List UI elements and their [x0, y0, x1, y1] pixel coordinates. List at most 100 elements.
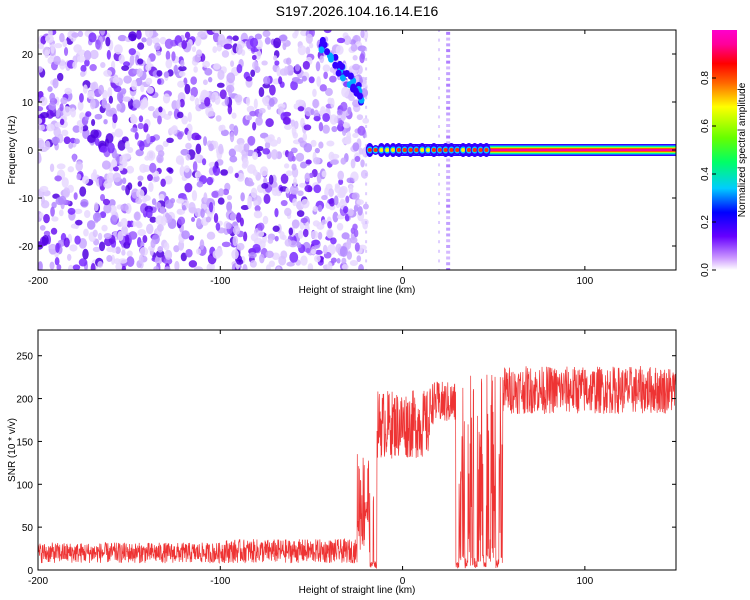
- spectrogram-cell: [164, 38, 174, 50]
- spectrogram-faint-cell: [365, 163, 368, 167]
- spectrogram-faint-cell: [365, 249, 368, 253]
- spectrogram-cell: [138, 254, 144, 265]
- spectrogram-cell: [99, 145, 108, 153]
- spectrogram-spike-cell: [446, 187, 451, 191]
- spectrogram-cell: [103, 69, 113, 77]
- spectrogram-cell: [121, 88, 127, 95]
- spectrogram-cell: [245, 96, 251, 106]
- spectrogram-cell: [294, 120, 299, 130]
- spectrogram-cell: [72, 125, 81, 133]
- spectrogram-cell: [70, 223, 78, 229]
- spectrogram-faint-cell: [438, 221, 441, 224]
- colorbar-label: Normalized spectral amplitude: [737, 82, 748, 217]
- spectrogram-x-tick-label: 0: [400, 276, 406, 287]
- spectrogram-cell: [196, 49, 203, 58]
- spectrogram-cell: [233, 125, 239, 136]
- spectrogram-spike-cell: [446, 256, 451, 260]
- spectrogram-cell: [258, 87, 265, 98]
- spectrogram-cell: [44, 140, 51, 151]
- spectrogram-cell: [190, 86, 198, 98]
- spectrogram-cell: [294, 30, 299, 37]
- spectrogram-cell: [113, 44, 123, 55]
- spectrogram-faint-cell: [438, 259, 441, 263]
- spectrogram-cell: [290, 147, 298, 154]
- spectrogram-cell: [180, 252, 187, 262]
- spectrogram-cell: [234, 172, 239, 178]
- spectrogram-cell: [164, 175, 173, 185]
- spectrogram-spike-cell: [446, 210, 451, 214]
- spectrogram-cell: [39, 96, 48, 107]
- spectrogram-cell: [323, 30, 332, 34]
- spectrogram-spike-cell: [446, 37, 451, 41]
- spectrogram-cell: [322, 244, 328, 255]
- spectrogram-cell: [332, 211, 339, 223]
- spectrogram-cell: [153, 266, 160, 270]
- spectrogram-cell: [197, 31, 206, 38]
- spectrogram-cell: [278, 76, 283, 85]
- spectrogram-carrier-blob: [443, 148, 448, 152]
- spectrogram-spike-cell: [446, 83, 451, 87]
- spectrogram-cell: [90, 263, 96, 270]
- spectrogram-cell: [252, 151, 259, 160]
- spectrogram-cell: [323, 71, 328, 80]
- spectrogram-cell: [307, 263, 314, 270]
- colorbar-tick-label: 0.6: [700, 119, 711, 133]
- spectrogram-cell: [250, 69, 256, 77]
- spectrogram-cell: [283, 163, 290, 169]
- spectrogram-cell: [301, 75, 307, 82]
- spectrogram-cell: [112, 77, 120, 84]
- spectrogram-cell: [336, 258, 341, 264]
- spectrogram-cell: [268, 260, 276, 268]
- spectrogram-cell: [115, 246, 121, 254]
- spectrogram-cell: [136, 68, 143, 78]
- spectrogram-cell: [295, 152, 305, 162]
- spectrogram-carrier-blob: [402, 148, 407, 152]
- spectrogram-cell: [53, 127, 62, 137]
- spectrogram-faint-cell: [365, 67, 368, 71]
- spectrogram-carrier-blob: [461, 148, 466, 152]
- spectrogram-cell: [99, 30, 106, 36]
- spectrogram-cell: [352, 63, 360, 71]
- spectrogram-cell: [206, 263, 213, 270]
- spectrogram-cell: [113, 85, 122, 93]
- spectrogram-cell: [166, 137, 174, 143]
- spectrogram-carrier-blob: [420, 148, 425, 152]
- spectrogram-cell: [187, 130, 192, 141]
- spectrogram-cell: [299, 182, 306, 188]
- spectrogram-cell: [55, 109, 60, 118]
- snr-y-tick-label: 50: [22, 523, 34, 534]
- spectrogram-cell: [137, 122, 144, 130]
- spectrogram-y-tick-label: -10: [19, 194, 34, 205]
- spectrogram-cell: [315, 61, 321, 72]
- spectrogram-cell: [203, 192, 208, 204]
- spectrogram-cell: [147, 105, 155, 112]
- snr-panel: -200 -100 0 100 0 50 100 150 200 250 Height of s…: [7, 329, 677, 596]
- spectrogram-cell: [117, 230, 124, 242]
- spectrogram-cell: [92, 212, 102, 222]
- spectrogram-cell: [48, 102, 57, 111]
- spectrogram-cell: [283, 124, 293, 130]
- spectrogram-cell: [67, 264, 74, 270]
- spectrogram-cell: [310, 108, 315, 116]
- spectrogram-cell: [62, 106, 72, 117]
- spectrogram-cell: [245, 76, 253, 82]
- spectrogram-cell: [195, 143, 202, 155]
- spectrogram-cell: [131, 79, 138, 91]
- spectrogram-cell: [183, 165, 190, 173]
- spectrogram-cell: [106, 49, 111, 60]
- spectrogram-cell: [167, 167, 174, 174]
- snr-y-ticks: 0 50 100 150 200 250: [16, 352, 676, 577]
- spectrogram-cell: [38, 118, 43, 124]
- spectrogram-cell: [223, 38, 233, 45]
- spectrogram-cell: [275, 190, 282, 197]
- spectrogram-cell: [152, 37, 160, 45]
- spectrogram-cell: [148, 135, 156, 143]
- spectrogram-cell: [114, 128, 124, 138]
- spectrogram-cell: [329, 159, 339, 165]
- spectrogram-cell: [212, 165, 218, 173]
- spectrogram-cell: [292, 132, 299, 139]
- spectrogram-cell: [285, 170, 293, 177]
- spectrogram-cell: [191, 190, 198, 202]
- spectrogram-cell: [89, 64, 97, 72]
